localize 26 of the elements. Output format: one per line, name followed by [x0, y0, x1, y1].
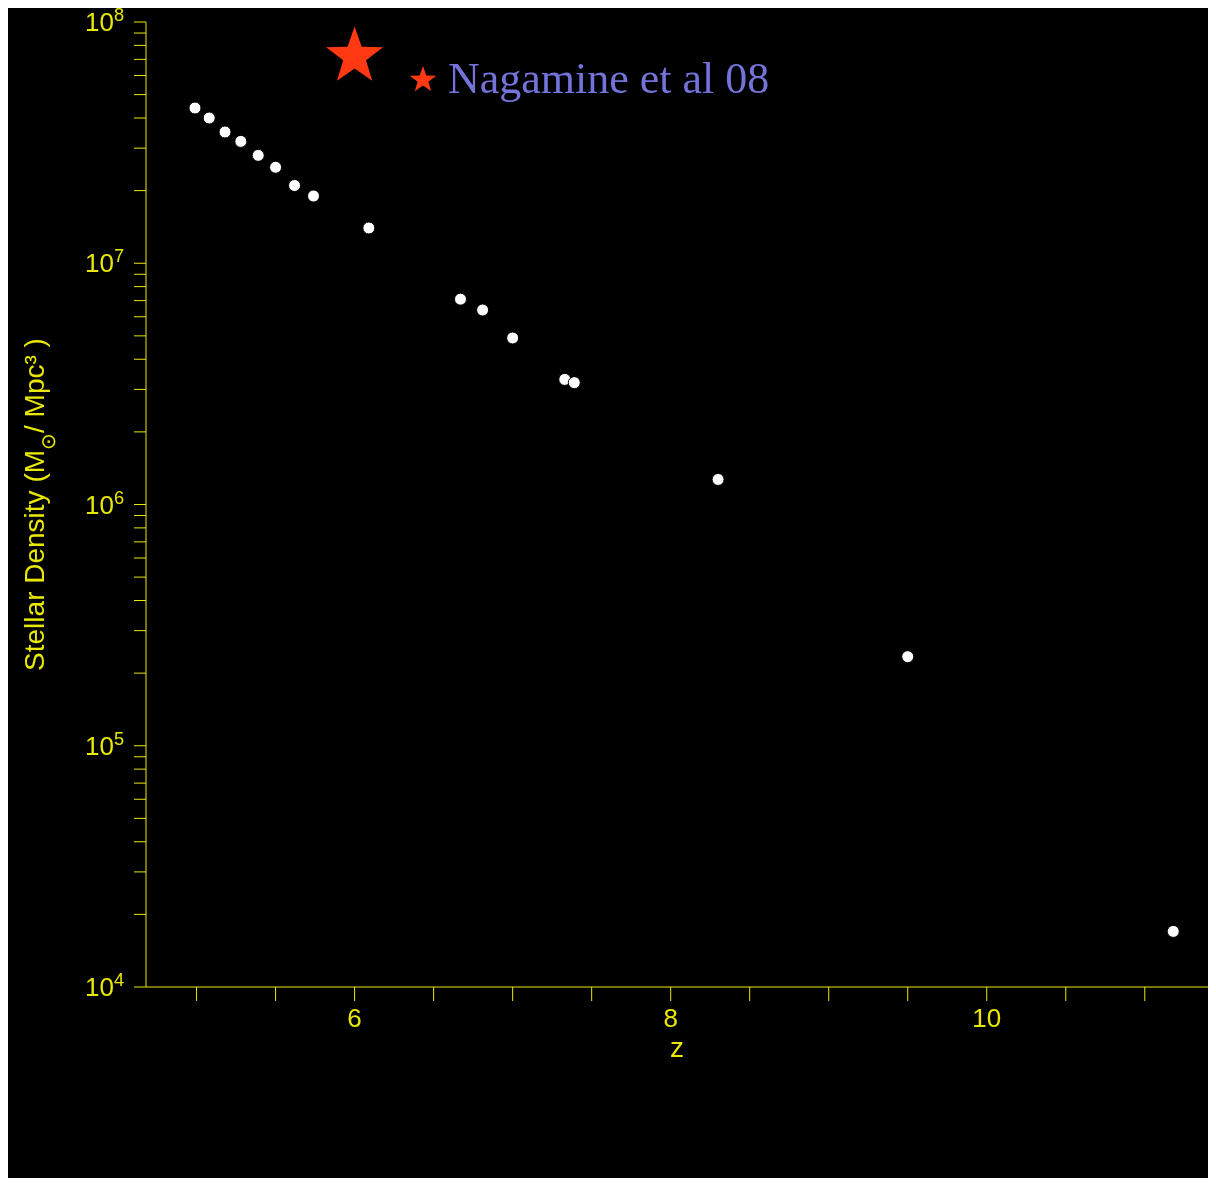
y-tick-label: 10$^{5}$ — [84, 728, 124, 761]
point — [251, 148, 265, 162]
x-tick-label: 6 — [347, 1003, 362, 1033]
point — [476, 303, 490, 317]
point — [362, 221, 376, 235]
point — [202, 111, 216, 125]
y-tick-label: 10$^{8}$ — [84, 5, 124, 37]
point — [453, 292, 467, 306]
point — [288, 179, 302, 193]
point — [188, 101, 202, 115]
point — [218, 125, 232, 139]
x-axis-title: z — [670, 1032, 684, 1063]
y-tick-label: 10$^{7}$ — [84, 246, 124, 279]
y-tick-label: 10$^{4}$ — [84, 970, 124, 1002]
point — [1166, 924, 1180, 938]
point — [901, 650, 915, 664]
x-tick-label: 8 — [663, 1003, 678, 1033]
point — [567, 376, 581, 390]
point — [711, 472, 725, 486]
legend-label: Nagamine et al 08 — [448, 53, 770, 104]
point — [307, 189, 321, 203]
point — [506, 331, 520, 345]
x-tick-label: 10 — [972, 1003, 1002, 1033]
y-tick-label: 10$^{6}$ — [84, 487, 124, 520]
point — [269, 160, 283, 174]
point — [234, 134, 248, 148]
